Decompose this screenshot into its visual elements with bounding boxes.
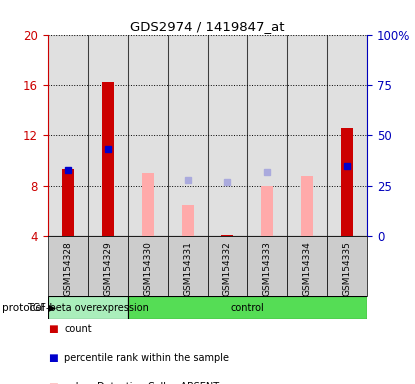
Text: GSM154331: GSM154331 (183, 241, 192, 296)
Bar (102, 83, 114, 236)
Bar (128, 296, 367, 319)
Bar (88, 236, 128, 296)
Text: GSM154335: GSM154335 (343, 241, 352, 296)
Bar (208, 35, 247, 236)
Bar (247, 236, 287, 296)
Text: ■: ■ (48, 382, 57, 384)
Bar (208, 236, 247, 296)
Text: GSM154328: GSM154328 (63, 241, 72, 296)
Bar (181, 205, 193, 236)
Bar (168, 35, 208, 236)
Text: GSM154334: GSM154334 (303, 241, 312, 296)
Bar (48, 236, 88, 296)
Bar (222, 235, 234, 236)
Bar (48, 35, 88, 236)
Bar (327, 236, 367, 296)
Text: value, Detection Call = ABSENT: value, Detection Call = ABSENT (64, 382, 220, 384)
Bar (287, 35, 327, 236)
Text: GSM154330: GSM154330 (143, 241, 152, 296)
Bar (88, 35, 128, 236)
Text: TGF-beta overexpression: TGF-beta overexpression (27, 303, 149, 313)
Bar (128, 236, 168, 296)
Text: control: control (231, 303, 264, 313)
Text: GSM154332: GSM154332 (223, 241, 232, 296)
Text: count: count (64, 324, 92, 334)
Bar (341, 128, 353, 236)
Bar (301, 176, 313, 236)
Bar (128, 35, 168, 236)
Text: ■: ■ (48, 324, 57, 334)
Bar (62, 169, 74, 236)
Text: ■: ■ (48, 353, 57, 363)
Bar (287, 236, 327, 296)
Text: percentile rank within the sample: percentile rank within the sample (64, 353, 229, 363)
Bar (327, 35, 367, 236)
Text: GSM154333: GSM154333 (263, 241, 272, 296)
Bar (48, 296, 128, 319)
Bar (261, 186, 273, 236)
Title: GDS2974 / 1419847_at: GDS2974 / 1419847_at (130, 20, 285, 33)
Bar (142, 173, 154, 236)
Text: protocol ▶: protocol ▶ (2, 303, 56, 313)
Text: GSM154329: GSM154329 (103, 241, 112, 296)
Bar (247, 35, 287, 236)
Bar (168, 236, 208, 296)
